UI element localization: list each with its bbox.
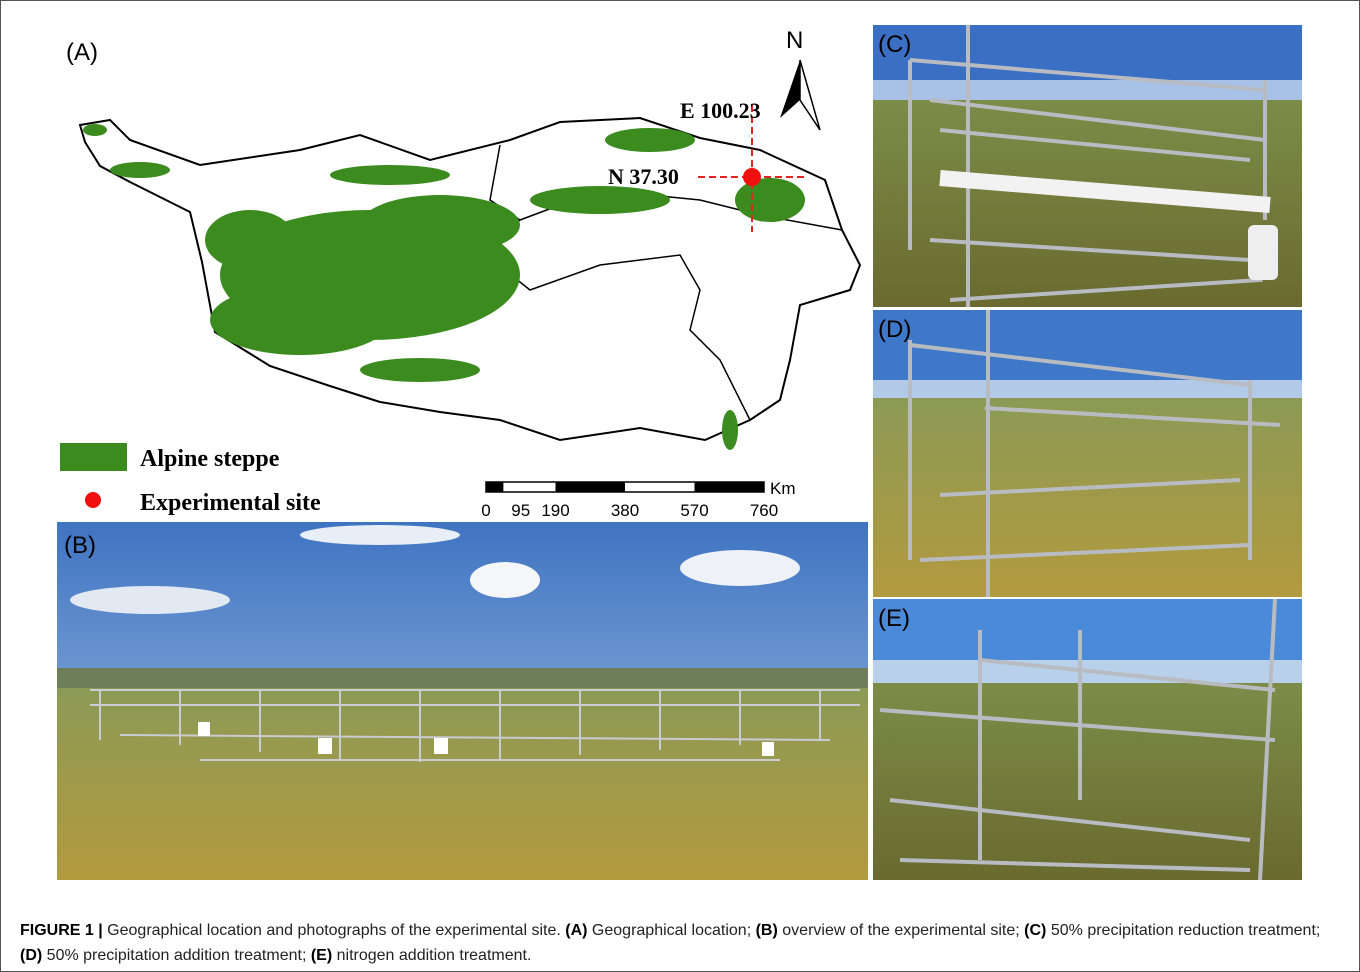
caption-text: Geographical location; [592,922,751,939]
panel-label: (C) [878,31,911,58]
figure: E 100.23 N 37.30 N (A) Alpine steppe Exp… [0,0,1360,900]
scale-segment [695,482,765,492]
caption: FIGURE 1 | Geographical location and pho… [20,918,1340,968]
page: {"panel_a": {"label": "(A)", "north": "N… [0,0,1360,972]
panel-label: (E) [878,605,910,632]
caption-ref: (D) [20,947,42,964]
scale-tick-label: 95 [511,501,530,520]
map: E 100.23 N 37.30 N (A) Alpine steppe Exp… [60,27,860,520]
scale-tick-label: 190 [541,501,569,520]
north-arrow [800,60,820,130]
panel-label: (A) [66,39,98,66]
caption-ref: (E) [311,947,332,964]
caption-text: overview of the experimental site; [782,922,1019,939]
photo-addition: (D) [873,310,1302,597]
site-marker [743,168,761,186]
scale-segment [486,482,503,492]
caption-ref: (C) [1024,922,1046,939]
panel-label: (D) [878,316,911,343]
caption-text: Geographical location and photographs of… [107,922,561,939]
scale-tick-label: 0 [481,501,490,520]
caption-label: FIGURE 1 | [20,922,103,939]
scale-segment [556,482,626,492]
caption-ref: (B) [756,922,778,939]
caption-text: nitrogen addition treatment. [337,947,532,964]
photo-reduction: (C) [873,25,1302,307]
scale-bar: 0 95 190 380 570 760 [481,482,778,520]
legend-swatch [85,492,101,508]
north-label: N [786,27,803,54]
scale-tick-label: 760 [750,501,778,520]
legend-label: Alpine steppe [140,446,280,472]
north-arrow [780,60,800,118]
longitude: E 100.23 [680,98,761,123]
legend-label: Experimental site [140,490,321,516]
scale-tick-label: 380 [611,501,639,520]
scale-unit: Km [770,479,796,498]
photo-nitrogen: (E) [873,599,1302,880]
scale-tick-label: 570 [680,501,708,520]
panel-label: (B) [64,532,96,559]
legend-swatch [60,443,127,471]
caption-text: 50% precipitation reduction treatment; [1051,922,1320,939]
photo-overview: (B) [57,522,868,880]
caption-text: 50% precipitation addition treatment; [47,947,307,964]
latitude: N 37.30 [608,164,679,189]
caption-ref: (A) [565,922,587,939]
